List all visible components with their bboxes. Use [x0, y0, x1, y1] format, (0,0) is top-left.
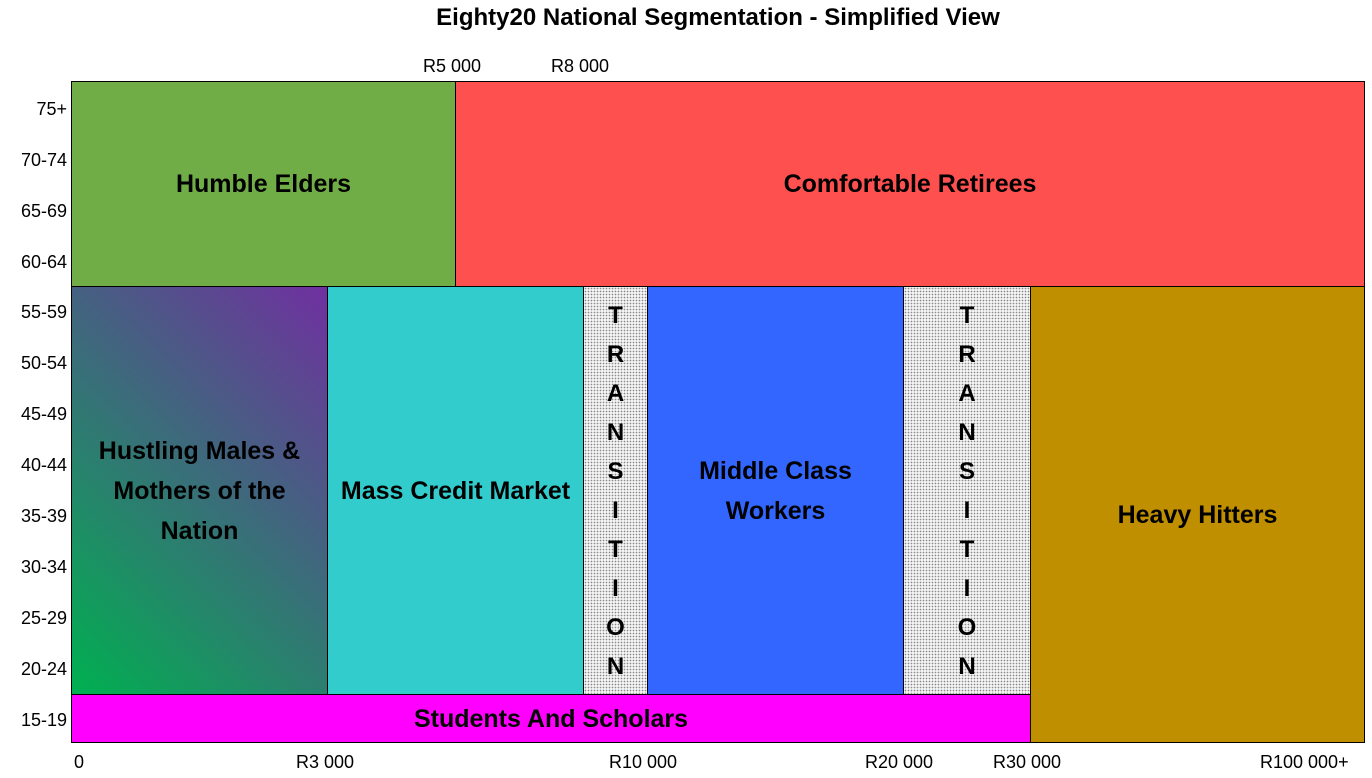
transition-letter: T: [608, 301, 623, 329]
segment-label-line: Workers: [725, 496, 826, 525]
segment-middle-class-workers: Middle Class Workers: [647, 286, 904, 695]
segment-label: Heavy Hitters: [1117, 500, 1278, 529]
y-tick-label: 70-74: [20, 150, 67, 170]
segment-label-line: Nation: [160, 516, 239, 545]
transition-vertical-label: T R A N S I T I O N: [958, 296, 977, 686]
y-tick-label: 55-59: [20, 302, 67, 322]
segment-humble-elders: Humble Elders: [71, 81, 456, 287]
y-tick-label: 50-54: [20, 353, 67, 373]
segment-label-line: Mothers of the: [113, 476, 286, 505]
transition-letter: N: [958, 652, 976, 680]
transition-letter: O: [606, 613, 625, 641]
y-tick-label: 30-34: [20, 557, 67, 577]
segment-comfortable-retirees: Comfortable Retirees: [455, 81, 1365, 287]
x-tick-bottom-label: R100 000+: [1260, 752, 1349, 772]
segment-label: Students And Scholars: [413, 704, 689, 733]
transition-letter: T: [959, 301, 975, 329]
x-tick-bottom-label: 0: [74, 752, 85, 772]
transition-letter: R: [958, 340, 976, 368]
segment-heavy-hitters: Heavy Hitters: [1030, 286, 1365, 743]
y-tick-label: 25-29: [20, 608, 67, 628]
transition-vertical-label: T R A N S I T I O N: [606, 296, 625, 686]
y-tick-label: 35-39: [20, 506, 67, 526]
chart-title: Eighty20 National Segmentation - Simplif…: [436, 4, 1000, 31]
y-tick-label: 15-19: [20, 710, 67, 730]
segment-students-and-scholars: Students And Scholars: [71, 694, 1031, 743]
transition-letter: N: [606, 652, 625, 680]
transition-letter: I: [963, 574, 971, 602]
segment-hustling-males-mothers: Hustling Males & Mothers of the Nation: [71, 286, 328, 695]
x-tick-top-label: R8 000: [551, 56, 610, 76]
transition-letter: I: [612, 496, 619, 524]
segment-transition-2: T R A N S I T I O N: [903, 286, 1031, 695]
x-tick-bottom-label: R10 000: [609, 752, 678, 772]
segment-label: Humble Elders: [175, 170, 352, 198]
y-tick-label: 40-44: [20, 455, 67, 475]
transition-letter: T: [959, 535, 975, 563]
transition-letter: I: [963, 496, 971, 524]
y-tick-label: 75+: [36, 99, 67, 119]
y-tick-label: 65-69: [20, 201, 67, 221]
x-tick-bottom-label: R3 000: [296, 752, 355, 772]
y-tick-label: 60-64: [20, 252, 67, 272]
transition-letter: I: [612, 574, 619, 602]
x-tick-bottom-label: R30 000: [993, 752, 1062, 772]
transition-letter: S: [607, 457, 624, 485]
transition-letter: N: [958, 418, 976, 446]
y-tick-label: 45-49: [20, 404, 67, 424]
y-tick-label: 20-24: [20, 659, 67, 679]
transition-letter: T: [608, 535, 623, 563]
transition-letter: O: [957, 613, 977, 641]
x-tick-top-label: R5 000: [423, 56, 482, 76]
x-tick-bottom-label: R20 000: [865, 752, 934, 772]
transition-letter: A: [606, 379, 625, 407]
transition-letter: S: [958, 457, 975, 485]
segment-label-line: Hustling Males &: [98, 436, 301, 465]
segment-mass-credit-market: Mass Credit Market: [327, 286, 584, 695]
segment-label: Mass Credit Market: [340, 476, 571, 505]
transition-letter: R: [606, 340, 625, 368]
segment-transition-1: T R A N S I T I O N: [583, 286, 648, 695]
segment-label-line: Middle Class: [699, 456, 852, 485]
transition-letter: N: [606, 418, 625, 446]
segment-label: Comfortable Retirees: [783, 170, 1037, 198]
transition-letter: A: [958, 379, 976, 407]
